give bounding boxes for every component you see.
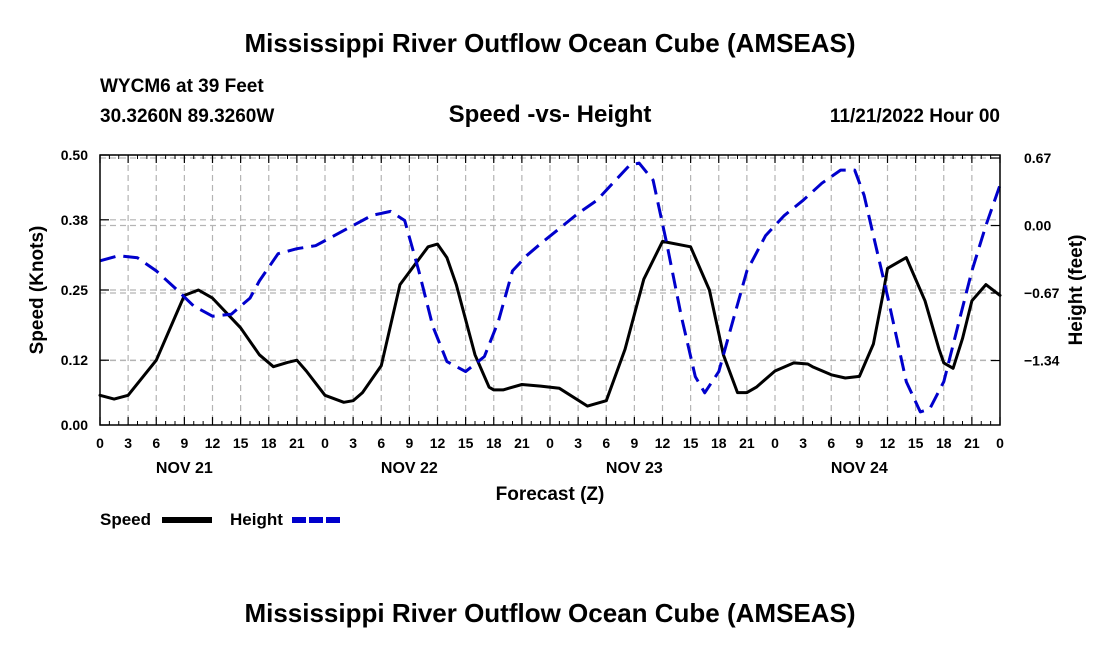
y2-tick-label: 0.00 [1024, 218, 1051, 234]
x-tick-label: 9 [630, 435, 638, 451]
y2-tick-label: −1.34 [1024, 353, 1060, 369]
y-axis-title: Speed (Knots) [27, 226, 48, 355]
x-tick-label: 18 [711, 435, 727, 451]
page-title: Mississippi River Outflow Ocean Cube (AM… [244, 28, 856, 58]
x-tick-label: 6 [377, 435, 385, 451]
x-tick-label: 12 [880, 435, 896, 451]
x-tick-label: 12 [205, 435, 221, 451]
y-tick-label: 0.38 [61, 212, 88, 228]
legend-label-height: Height [230, 510, 283, 529]
x-tick-label: 0 [996, 435, 1004, 451]
x-tick-label: 12 [430, 435, 446, 451]
x-tick-label: 3 [574, 435, 582, 451]
x-tick-label: 12 [655, 435, 671, 451]
y-tick-label: 0.50 [61, 147, 88, 163]
forecast-datetime: 11/21/2022 Hour 00 [829, 106, 1000, 127]
station-coordinates: 30.3260N 89.3260W [100, 106, 275, 127]
x-axis-title: Forecast (Z) [496, 484, 605, 505]
x-tick-label: 9 [180, 435, 188, 451]
series-line-speed [98, 239, 1002, 408]
x-tick-label: 9 [855, 435, 863, 451]
footer-title: Mississippi River Outflow Ocean Cube (AM… [244, 598, 856, 628]
x-tick-label: 15 [683, 435, 699, 451]
x-tick-label: 15 [233, 435, 249, 451]
x-tick-label: 18 [486, 435, 502, 451]
x-tick-label: 0 [96, 435, 104, 451]
y2-tick-label: −0.67 [1024, 285, 1060, 301]
speed-height-chart: 0 3 6 9 12 15 18 21 0 3 6 9 12 15 18 21 0 3 6 9 12 15 18 21 0 3 6 9… [27, 147, 1087, 529]
x-tick-label: 18 [936, 435, 952, 451]
x-tick-label: 3 [124, 435, 132, 451]
date-label: NOV 23 [606, 460, 663, 477]
station-label: WYCM6 at 39 Feet [100, 76, 264, 97]
y2-tick-label: 0.67 [1024, 150, 1051, 166]
x-tick-label: 6 [152, 435, 160, 451]
x-tick-label: 3 [349, 435, 357, 451]
date-label: NOV 24 [831, 460, 888, 477]
x-tick-label: 15 [908, 435, 924, 451]
date-label: NOV 22 [381, 460, 438, 477]
x-tick-label: 21 [514, 435, 530, 451]
x-tick-label: 0 [771, 435, 779, 451]
x-tick-label: 9 [405, 435, 413, 451]
x-tick-label: 6 [827, 435, 835, 451]
x-tick-label: 0 [321, 435, 329, 451]
y-tick-label: 0.00 [61, 417, 88, 433]
y-tick-label: 0.25 [61, 282, 88, 298]
date-label: NOV 21 [156, 460, 213, 477]
x-tick-label: 0 [546, 435, 554, 451]
chart-subtitle: Speed -vs- Height [448, 101, 652, 128]
x-tick-label: 15 [458, 435, 474, 451]
legend-label-speed: Speed [100, 510, 151, 529]
x-tick-label: 3 [799, 435, 807, 451]
y-tick-label: 0.12 [61, 352, 88, 368]
y2-axis-title: Height (feet) [1066, 235, 1087, 346]
x-tick-label: 21 [289, 435, 305, 451]
x-tick-label: 21 [964, 435, 980, 451]
x-tick-label: 6 [602, 435, 610, 451]
x-tick-label: 18 [261, 435, 277, 451]
x-tick-label: 21 [739, 435, 755, 451]
series-line-height [99, 161, 1002, 414]
